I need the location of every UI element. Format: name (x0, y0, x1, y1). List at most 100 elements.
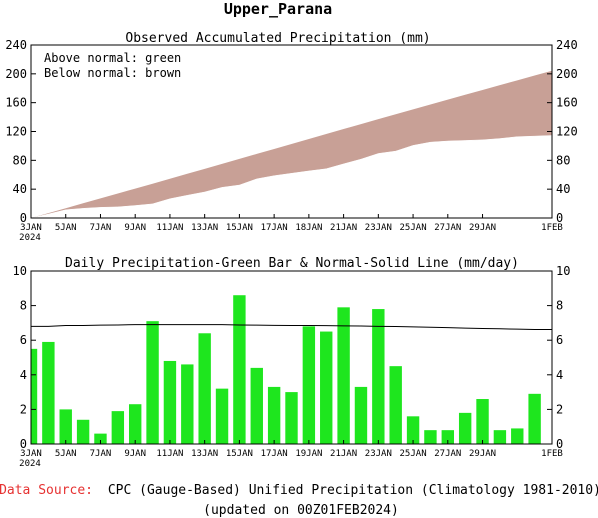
y-tick-label-left: 0 (20, 211, 27, 225)
daily-bar (354, 386, 368, 444)
daily-bar (31, 348, 38, 444)
y-tick-label-right: 10 (556, 264, 570, 278)
daily-bar (181, 364, 194, 444)
legend-above: Above normal: green (44, 51, 181, 65)
y-tick-label-right: 240 (556, 38, 578, 52)
y-tick-label-right: 0 (556, 437, 563, 451)
source-label: Data Source: (0, 483, 93, 498)
x-tick-label: 13JAN (191, 223, 218, 233)
y-tick-label-left: 40 (13, 182, 27, 196)
daily-bar (528, 393, 541, 444)
daily-bar (146, 321, 159, 444)
daily-bar (267, 386, 281, 444)
x-tick-label: 3JAN (20, 223, 42, 233)
x-tick-label: 17JAN (261, 223, 288, 233)
x-tick-label: 3JAN (20, 449, 42, 459)
daily-bar (302, 326, 316, 444)
x-tick-label: 7JAN (90, 449, 112, 459)
x-tick-label: 7JAN (90, 223, 112, 233)
y-tick-label-left: 2 (20, 402, 27, 416)
daily-bar (233, 295, 246, 444)
x-tick-label: 9JAN (124, 223, 146, 233)
daily-bar (476, 399, 489, 444)
accumulated-title: Observed Accumulated Precipitation (mm) (125, 31, 430, 46)
x-tick-label: 18JAN (295, 223, 322, 233)
y-tick-label-left: 4 (20, 368, 27, 382)
daily-bar (511, 428, 524, 444)
y-tick-label-left: 10 (13, 264, 27, 278)
daily-axes: 0 0 2 2 4 4 6 6 8 8 10 10 3JAN 5JAN 7JAN 9JAN 11JAN 13JAN… (13, 264, 571, 469)
daily-bar (198, 333, 211, 444)
accumulated-panel: Observed Accumulated Precipitation (mm) … (5, 31, 577, 243)
daily-bar (42, 341, 55, 444)
x-year-label: 2024 (19, 233, 41, 243)
x-year-label: 2024 (19, 459, 41, 469)
daily-bar (59, 409, 72, 444)
legend-below: Below normal: brown (44, 66, 181, 80)
footer-updated: (updated on 00Z01FEB2024) (203, 503, 399, 518)
daily-bar (320, 331, 333, 444)
x-tick-label: 11JAN (156, 449, 183, 459)
daily-frame (30, 270, 553, 445)
daily-bar (424, 430, 437, 444)
footer-source: Data Source: CPC (Gauge-Based) Unified P… (0, 483, 598, 498)
x-tick-label: 9JAN (124, 449, 146, 459)
x-tick-label: 1FEB (541, 449, 563, 459)
daily-marks (31, 295, 552, 444)
x-tick-label: 11JAN (156, 223, 183, 233)
y-tick-label-right: 200 (556, 67, 578, 81)
daily-bar (285, 392, 298, 444)
daily-panel: Daily Precipitation-Green Bar & Normal-S… (13, 256, 571, 469)
x-tick-label: 25JAN (400, 449, 427, 459)
y-tick-label-left: 8 (20, 299, 27, 313)
x-tick-label: 27JAN (434, 223, 461, 233)
daily-bar (129, 404, 142, 444)
y-tick-label-right: 4 (556, 368, 563, 382)
y-tick-label-left: 6 (20, 333, 27, 347)
y-tick-label-right: 0 (556, 211, 563, 225)
x-tick-label: 5JAN (55, 223, 77, 233)
x-tick-label: 29JAN (469, 223, 496, 233)
x-tick-label: 29JAN (469, 449, 496, 459)
below-normal-area (31, 70, 552, 218)
y-tick-label-right: 2 (556, 402, 563, 416)
x-tick-label: 15JAN (226, 223, 253, 233)
y-tick-label-left: 80 (13, 153, 27, 167)
y-tick-label-right: 80 (556, 153, 570, 167)
y-tick-label-right: 6 (556, 333, 563, 347)
x-tick-label: 19JAN (295, 449, 322, 459)
x-tick-label: 23JAN (365, 223, 392, 233)
daily-bar (372, 309, 385, 444)
x-tick-label: 17JAN (261, 449, 288, 459)
daily-bar (441, 430, 454, 444)
daily-bar (215, 388, 229, 444)
daily-bar (94, 433, 107, 444)
y-tick-label-right: 8 (556, 299, 563, 313)
y-tick-label-left: 160 (5, 96, 27, 110)
y-tick-label-right: 40 (556, 182, 570, 196)
source-text: CPC (Gauge-Based) Unified Precipitation … (108, 483, 598, 498)
x-tick-label: 21JAN (330, 449, 357, 459)
y-tick-label-left: 0 (20, 437, 27, 451)
x-tick-label: 15JAN (226, 449, 253, 459)
y-tick-label-left: 120 (5, 125, 27, 139)
observed-accumulated-line (30, 135, 553, 219)
x-tick-label: 27JAN (434, 449, 461, 459)
x-tick-label: 5JAN (55, 449, 77, 459)
daily-title: Daily Precipitation-Green Bar & Normal-S… (65, 256, 519, 271)
x-tick-label: 1FEB (541, 223, 563, 233)
normal-daily-line (31, 324, 552, 330)
daily-bar (337, 307, 350, 444)
daily-bar (76, 419, 90, 444)
y-tick-label-left: 200 (5, 67, 27, 81)
daily-bar (458, 412, 472, 444)
y-tick-label-right: 120 (556, 125, 578, 139)
y-tick-label-right: 160 (556, 96, 578, 110)
daily-bar (493, 430, 507, 444)
x-tick-label: 25JAN (400, 223, 427, 233)
x-tick-label: 13JAN (191, 449, 218, 459)
y-tick-label-left: 240 (5, 38, 27, 52)
x-tick-label: 23JAN (365, 449, 392, 459)
daily-bar (406, 416, 420, 444)
